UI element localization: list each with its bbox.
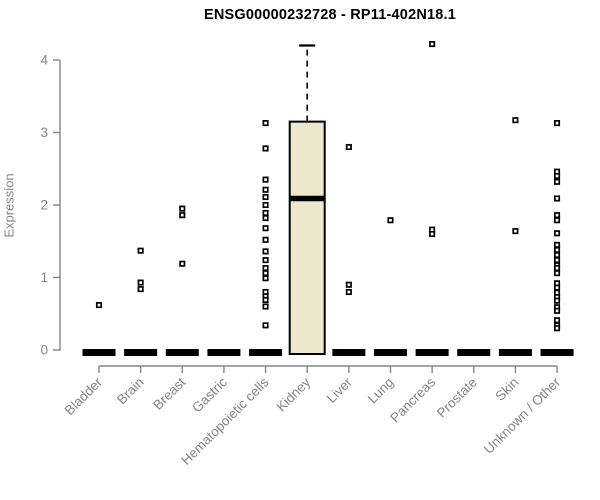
data-point-hematopoietic-cells: [262, 322, 269, 329]
x-axis-label-skin: Skin: [492, 375, 521, 404]
data-point-skin: [512, 117, 519, 124]
data-point-hematopoietic-cells: [262, 225, 269, 232]
data-point-unknown-other: [553, 251, 561, 259]
data-point-hematopoietic-cells: [262, 201, 269, 209]
data-point-breast: [179, 212, 186, 219]
y-axis-tick-label: 1: [40, 270, 48, 285]
y-axis-tick-label: 4: [40, 53, 48, 68]
data-point-unknown-other: [553, 217, 561, 224]
flat-boxplot-liver: [332, 349, 366, 356]
data-point-unknown-other: [553, 178, 561, 185]
flat-boxplot-unknown-other: [540, 349, 574, 356]
data-point-hematopoietic-cells: [262, 215, 269, 222]
data-point-hematopoietic-cells: [262, 145, 269, 152]
data-point-unknown-other: [553, 270, 561, 277]
x-axis-label-prostate: Prostate: [434, 375, 480, 421]
data-point-brain: [137, 279, 144, 286]
data-point-unknown-other: [553, 230, 561, 237]
flat-boxplot-skin: [498, 349, 532, 356]
data-point-breast: [179, 260, 186, 267]
data-point-hematopoietic-cells: [262, 209, 269, 217]
flat-boxplot-gastric: [207, 349, 241, 356]
chart-title: ENSG00000232728 - RP11-402N18.1: [203, 7, 457, 23]
data-point-unknown-other: [553, 257, 561, 264]
data-point-liver: [345, 281, 352, 288]
data-point-unknown-other: [553, 284, 561, 291]
x-axis-label-bladder: Bladder: [62, 374, 106, 418]
flat-boxplot-brain: [124, 349, 158, 356]
y-axis-tick-label: 0: [40, 343, 48, 358]
data-point-hematopoietic-cells: [262, 186, 269, 193]
flat-boxplot-prostate: [457, 349, 491, 356]
data-point-hematopoietic-cells: [262, 265, 269, 272]
data-point-unknown-other: [553, 212, 561, 219]
data-point-hematopoietic-cells: [262, 257, 269, 264]
data-point-hematopoietic-cells: [262, 275, 269, 282]
data-point-hematopoietic-cells: [262, 120, 269, 127]
boxplot-box-kidney: [288, 120, 326, 355]
data-point-hematopoietic-cells: [262, 270, 269, 277]
data-point-brain: [137, 286, 144, 293]
data-point-unknown-other: [553, 195, 561, 202]
x-axis-label-unknown-other: Unknown / Other: [481, 374, 564, 457]
x-axis-label-kidney: Kidney: [274, 374, 314, 414]
data-point-unknown-other: [553, 172, 561, 180]
data-point-unknown-other: [553, 246, 561, 254]
data-point-liver: [345, 143, 352, 151]
y-axis-tick-label: 2: [40, 198, 48, 213]
x-axis-label-brain: Brain: [114, 375, 147, 408]
data-point-hematopoietic-cells: [262, 193, 269, 201]
data-point-hematopoietic-cells: [262, 303, 269, 310]
data-point-hematopoietic-cells: [262, 176, 269, 183]
data-point-breast: [179, 205, 186, 212]
data-point-unknown-other: [553, 307, 561, 314]
flat-boxplot-lung: [373, 349, 407, 356]
data-point-hematopoietic-cells: [262, 296, 269, 304]
flat-boxplot-breast: [165, 349, 199, 356]
data-point-unknown-other: [553, 297, 561, 304]
data-point-bladder: [95, 302, 103, 309]
data-point-liver: [345, 288, 352, 296]
x-axis-label-liver: Liver: [324, 374, 356, 406]
data-point-brain: [137, 247, 144, 254]
data-point-unknown-other: [553, 325, 561, 332]
data-point-hematopoietic-cells: [262, 248, 269, 255]
x-axis-label-breast: Breast: [150, 374, 188, 412]
data-point-pancreas: [429, 230, 436, 238]
data-point-pancreas: [429, 40, 436, 48]
flat-boxplot-bladder: [82, 349, 116, 356]
data-point-unknown-other: [553, 120, 561, 127]
data-point-lung: [387, 217, 394, 224]
x-axis-label-gastric: Gastric: [189, 374, 230, 415]
data-point-skin: [512, 228, 519, 235]
data-point-unknown-other: [553, 317, 561, 324]
flat-boxplot-hematopoietic-cells: [249, 349, 283, 356]
y-axis-tick-label: 3: [40, 125, 48, 140]
data-point-unknown-other: [553, 241, 561, 248]
flat-boxplot-pancreas: [415, 349, 449, 356]
x-axis-label-pancreas: Pancreas: [387, 374, 438, 425]
x-axis-label-lung: Lung: [365, 375, 397, 407]
y-axis-title: Expression: [1, 173, 17, 238]
data-point-unknown-other: [553, 265, 561, 272]
data-point-hematopoietic-cells: [262, 236, 269, 243]
